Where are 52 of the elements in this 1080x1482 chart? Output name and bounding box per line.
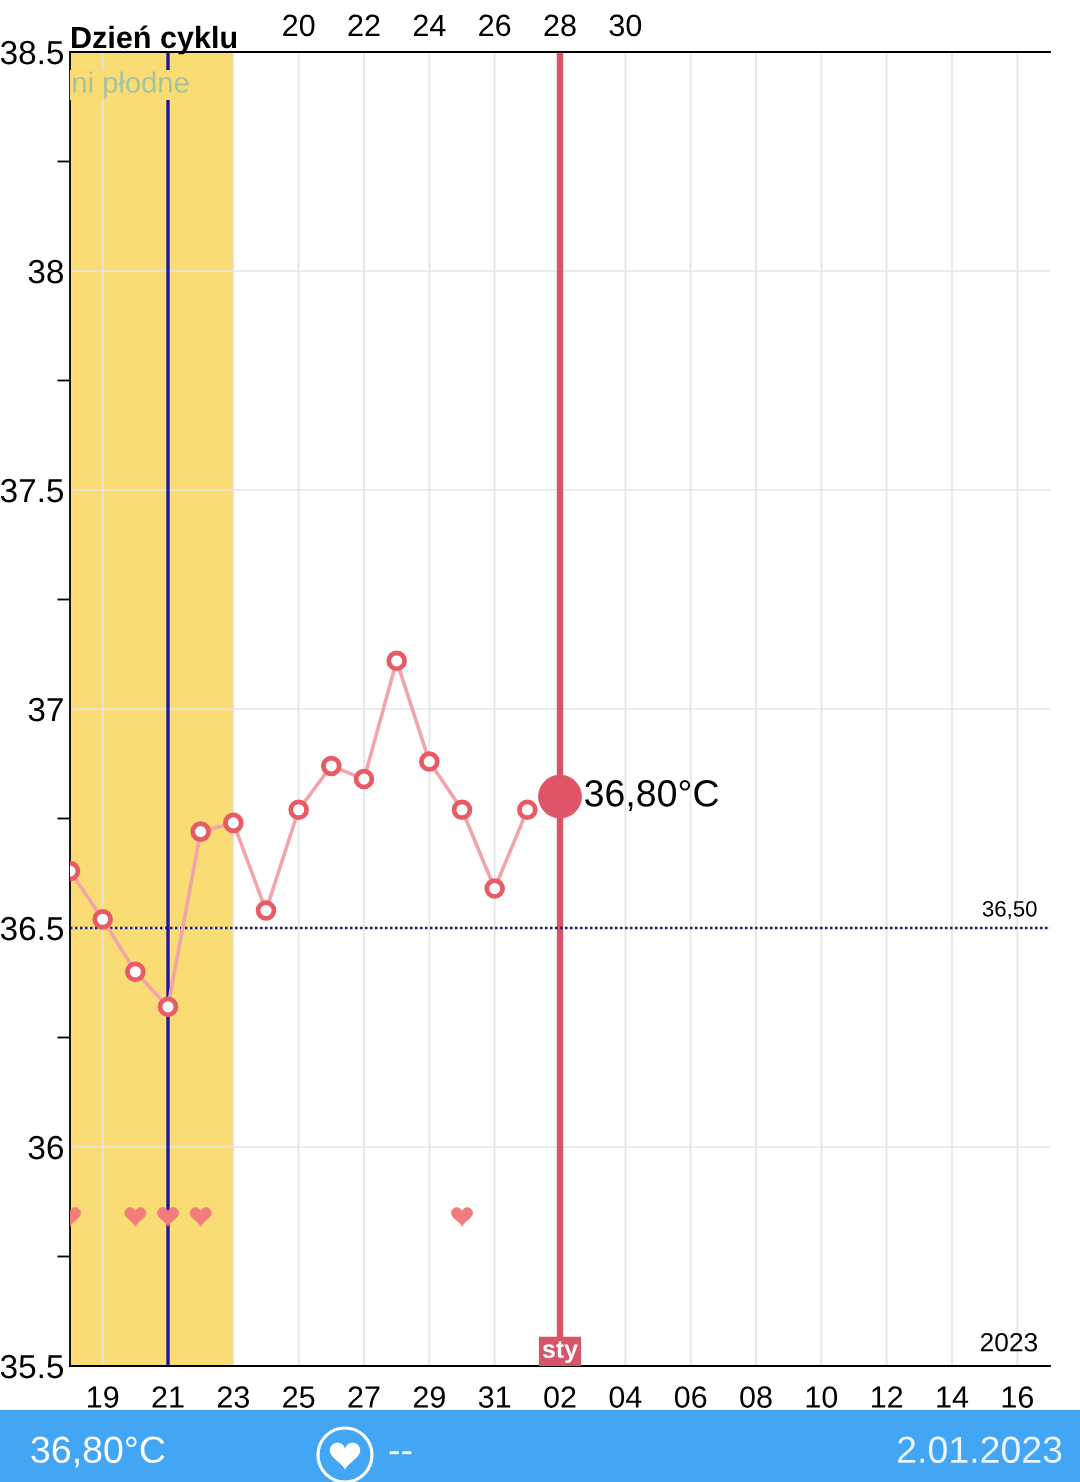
y-tick-label: 35.5 xyxy=(0,1354,64,1379)
x-tick-label: 06 xyxy=(674,1386,707,1408)
y-tick-label: 36.5 xyxy=(0,916,64,941)
x-tick-label: 04 xyxy=(609,1386,642,1408)
text: 2.01.2023 xyxy=(898,1436,1062,1464)
point xyxy=(353,768,375,790)
text: -- xyxy=(389,1451,412,1455)
point xyxy=(321,755,342,777)
point xyxy=(517,799,538,821)
text: 36,80°C xyxy=(31,1436,165,1468)
y-tick-label: 37.5 xyxy=(0,478,64,503)
point xyxy=(223,812,244,834)
x2-tick-label: 24 xyxy=(413,14,446,36)
x-tick-label: 25 xyxy=(283,1386,315,1408)
annotation: 2023 xyxy=(980,1332,1038,1352)
x2-tick-label: 22 xyxy=(348,14,380,36)
point xyxy=(419,751,440,772)
band-label: ni płodne xyxy=(73,71,189,99)
x-tick-label: 27 xyxy=(348,1386,380,1408)
x-tick-label: 10 xyxy=(806,1386,838,1408)
x-tick-label: 29 xyxy=(413,1386,445,1408)
x2-tick-label: 30 xyxy=(609,14,642,37)
y-tick-label: 38 xyxy=(28,259,63,284)
point xyxy=(484,878,505,899)
x-tick-label: 12 xyxy=(872,1386,903,1408)
x2-axis-title: Dzień cyklu xyxy=(72,25,237,55)
point xyxy=(92,908,113,930)
y-tick-label: 37 xyxy=(28,697,63,722)
ref-line-label: 36,50 xyxy=(982,900,1037,920)
point xyxy=(255,900,277,921)
x-tick-label: 23 xyxy=(217,1386,249,1408)
point xyxy=(386,650,407,672)
point xyxy=(288,799,309,821)
ref-line-label: sty xyxy=(542,1341,578,1363)
x-tick-label: 08 xyxy=(740,1386,772,1408)
point xyxy=(190,821,211,842)
x-tick-label: 31 xyxy=(478,1386,511,1408)
y-tick-label: 36 xyxy=(28,1135,63,1160)
x-tick-label: 02 xyxy=(544,1386,576,1408)
y-tick-label: 38.5 xyxy=(0,40,64,65)
x-tick-label: 19 xyxy=(88,1386,119,1408)
data-label: 36,80°C xyxy=(585,780,719,812)
point xyxy=(125,961,146,983)
x2-tick-label: 28 xyxy=(544,14,576,37)
x2-tick-label: 20 xyxy=(283,14,315,37)
x-tick-label: 16 xyxy=(1002,1386,1033,1408)
x2-tick-label: 26 xyxy=(479,14,511,37)
x-tick-label: 14 xyxy=(937,1386,969,1408)
point xyxy=(538,774,582,819)
point xyxy=(451,799,473,821)
x-tick-label: 21 xyxy=(152,1386,184,1408)
point xyxy=(157,996,179,1018)
